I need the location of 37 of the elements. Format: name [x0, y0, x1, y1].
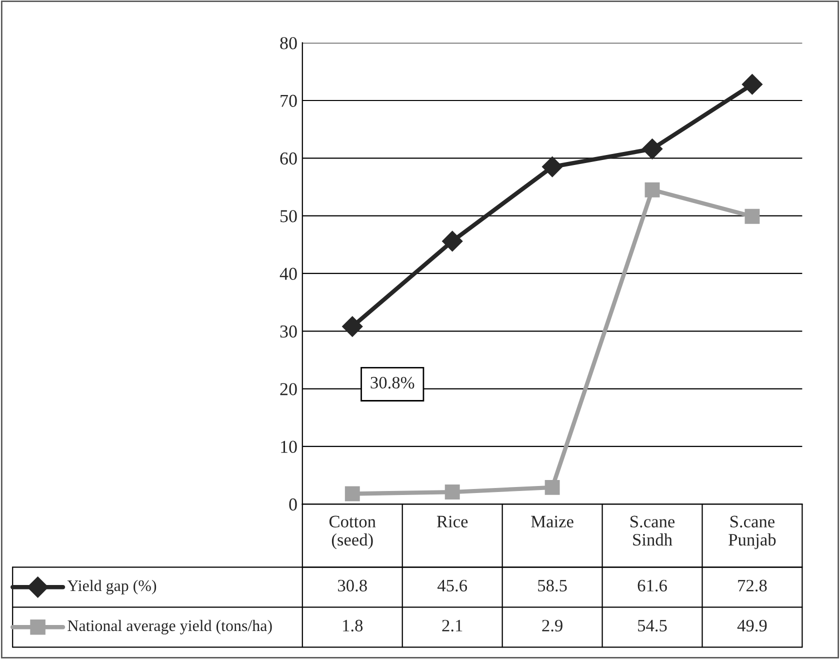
x-tick-label: Cotton (seed)	[329, 516, 376, 550]
y-tick-label: 80	[280, 37, 297, 50]
point	[542, 156, 563, 178]
data-label: 61.6	[638, 580, 667, 592]
data-label: 58.5	[538, 580, 567, 592]
point	[742, 74, 763, 95]
data-label: 2.9	[542, 620, 562, 632]
annotation: 30.8%	[370, 376, 414, 389]
point	[442, 230, 463, 252]
x-tick-label: S.cane Punjab	[728, 516, 776, 550]
point	[342, 316, 363, 337]
x-tick-label: S.cane Sindh	[630, 516, 675, 546]
point	[544, 480, 560, 495]
y-tick-label: 30	[280, 325, 297, 338]
y-tick-label: 50	[280, 210, 297, 222]
y-tick-label: 40	[280, 268, 297, 280]
point	[642, 138, 663, 160]
data-label: 45.6	[437, 580, 468, 592]
data-label: 30.8	[338, 580, 367, 592]
legend-label: Yield gap (%)	[67, 580, 156, 594]
y-tick-label: 70	[280, 94, 297, 107]
point	[344, 486, 360, 502]
x-tick-label: Maize	[531, 516, 574, 528]
y-tick-label: 10	[281, 440, 297, 453]
point	[644, 182, 660, 198]
point	[444, 484, 460, 500]
data-label: 49.9	[737, 620, 767, 632]
data-label: 2.1	[442, 620, 462, 632]
legend-label: National average yield (tons/ha)	[68, 620, 272, 634]
y-tick-label: 60	[280, 152, 297, 165]
point	[744, 208, 760, 224]
data-label: 72.8	[738, 580, 767, 592]
data-label: 1.8	[343, 620, 363, 632]
y-tick-label: 0	[289, 498, 297, 511]
x-tick-label: Rice	[436, 516, 468, 528]
data-label: 54.5	[638, 620, 667, 632]
y-tick-label: 20	[280, 383, 297, 396]
